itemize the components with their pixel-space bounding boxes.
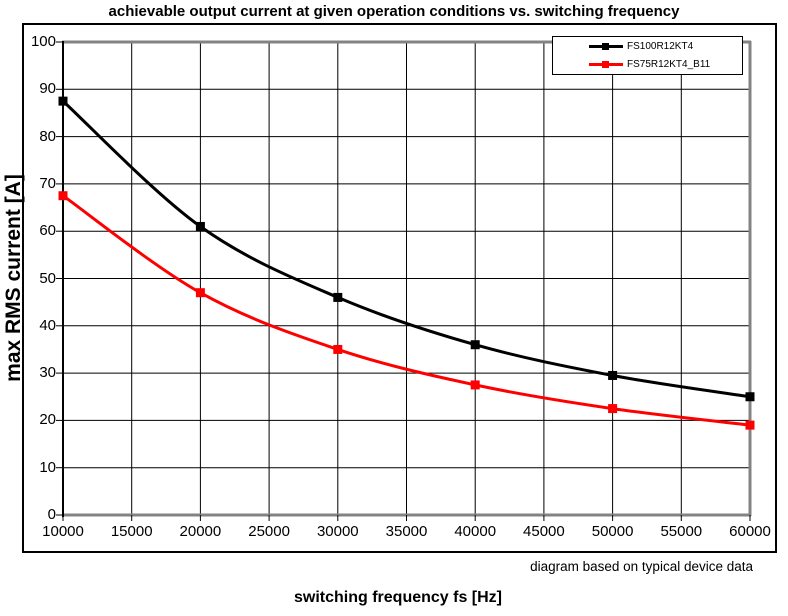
legend-item-fs75r12kt4-b11: FS75R12KT4_B11 bbox=[589, 57, 742, 72]
legend-label: FS100R12KT4 bbox=[627, 41, 694, 53]
footer-note: diagram based on typical device data bbox=[530, 559, 753, 574]
data-point-marker-FS75R12KT4_B11 bbox=[470, 380, 480, 390]
data-point-marker-FS75R12KT4_B11 bbox=[195, 288, 205, 298]
legend: FS100R12KT4 FS75R12KT4_B11 bbox=[552, 36, 743, 75]
legend-line-sample bbox=[589, 60, 623, 68]
legend-line-sample bbox=[589, 43, 623, 51]
data-point-marker-FS75R12KT4_B11 bbox=[608, 404, 618, 414]
legend-square-marker-icon bbox=[602, 60, 609, 68]
x-axis-title: switching frequency fs [Hz] bbox=[293, 589, 503, 606]
data-point-marker-FS75R12KT4_B11 bbox=[333, 344, 343, 354]
data-point-marker-FS75R12KT4_B11 bbox=[745, 420, 755, 430]
legend-item-fs100r12kt4: FS100R12KT4 bbox=[589, 39, 742, 54]
data-point-marker-FS100R12KT4 bbox=[608, 370, 618, 380]
legend-label: FS75R12KT4_B11 bbox=[627, 58, 711, 70]
legend-square-marker-icon bbox=[602, 43, 609, 51]
series-line-FS100R12KT4 bbox=[61, 99, 751, 399]
data-point-marker-FS100R12KT4 bbox=[470, 340, 480, 350]
data-point-marker-FS100R12KT4 bbox=[333, 292, 343, 302]
series-line-FS75R12KT4_B11 bbox=[62, 194, 751, 427]
data-point-marker-FS100R12KT4 bbox=[195, 221, 205, 231]
data-point-marker-FS75R12KT4_B11 bbox=[58, 191, 68, 201]
data-point-marker-FS100R12KT4 bbox=[745, 392, 755, 402]
data-point-marker-FS100R12KT4 bbox=[58, 96, 68, 106]
chart-outer-border bbox=[22, 23, 777, 553]
chart-title: achievable output current at given opera… bbox=[108, 3, 680, 20]
